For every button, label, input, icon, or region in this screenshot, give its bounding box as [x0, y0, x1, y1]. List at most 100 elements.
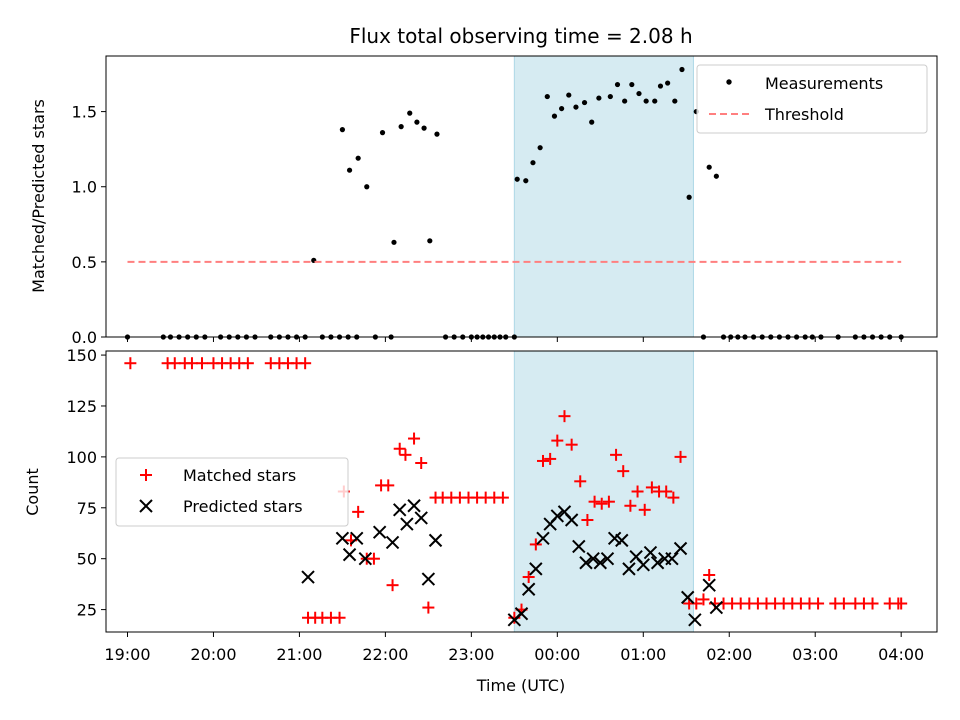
x-stroke-b — [301, 570, 315, 584]
predicted-star-point — [400, 517, 414, 531]
matched-star-point — [690, 597, 703, 610]
x-stroke-b — [673, 541, 688, 556]
x-stroke-b — [680, 590, 695, 605]
top-y-axis-label: Matched/Predicted stars — [29, 99, 48, 293]
legend-measurements-marker — [726, 79, 732, 85]
x-stroke-b — [335, 531, 350, 546]
matched-star-point — [168, 357, 181, 370]
measurement-point — [589, 119, 595, 125]
predicted-star-point — [342, 547, 357, 562]
x-stroke-b — [615, 533, 629, 548]
matched-star-point — [660, 485, 673, 498]
matched-star-point — [602, 495, 615, 508]
predicted-star-point — [350, 531, 364, 546]
matched-star-point — [399, 448, 412, 461]
x-stroke-b — [622, 562, 636, 576]
legend-threshold-label: Threshold — [764, 105, 844, 124]
measurement-point — [636, 90, 642, 97]
predicted-star-point — [372, 525, 387, 539]
legend-matched-label: Matched stars — [183, 466, 296, 485]
chart-title: Flux total observing time = 2.08 h — [349, 24, 692, 48]
matched-star-point — [565, 438, 578, 451]
predicted-star-point — [414, 511, 428, 525]
matched-star-point — [382, 479, 395, 492]
measurement-point — [596, 95, 602, 101]
measurement-point — [407, 110, 413, 116]
x-stroke-b — [550, 509, 565, 523]
predicted-star-point — [680, 590, 695, 605]
measurement-point — [427, 238, 433, 244]
matched-star-point — [667, 491, 680, 504]
x-stroke-b — [593, 556, 608, 570]
measurement-point — [706, 164, 712, 170]
matched-star-point — [895, 597, 908, 610]
bottom-panel-frame — [105, 350, 938, 633]
measurement-point — [607, 93, 613, 100]
legend-measurements-label: Measurements — [765, 74, 883, 93]
observing-window-span — [513, 55, 694, 338]
predicted-star-point — [665, 551, 679, 566]
bottom-legend: Matched stars Predicted stars — [115, 457, 349, 527]
matched-star-point — [367, 552, 380, 565]
x-axis-label: Time (UTC) — [476, 676, 565, 695]
measurement-point — [421, 125, 427, 131]
measurement-point — [614, 81, 621, 88]
predicted-star-point — [622, 562, 636, 576]
matched-star-point — [588, 495, 601, 508]
measurement-point — [573, 104, 579, 110]
measurement-point — [391, 239, 397, 245]
measurement-point — [355, 155, 361, 161]
matched-star-point — [837, 597, 850, 610]
predicted-star-point — [428, 533, 443, 548]
x-stroke-b — [358, 551, 373, 566]
measurement-point — [679, 66, 685, 73]
predicted-star-point — [301, 570, 315, 584]
matched-star-point — [544, 452, 557, 465]
x-stroke-b — [607, 531, 622, 546]
predicted-star-point — [536, 531, 550, 546]
x-tick-label: 03:00 — [792, 645, 838, 664]
x-tick-label: 02:00 — [706, 645, 752, 664]
measurement-point — [559, 105, 565, 112]
y-tick-label: 1.5 — [72, 103, 97, 122]
matched-star-point — [352, 505, 365, 518]
predicted-star-point — [673, 541, 688, 556]
measurement-point — [398, 124, 404, 130]
measurement-point — [622, 98, 628, 104]
x-stroke-b — [372, 525, 387, 539]
matched-star-point — [496, 491, 509, 504]
x-stroke-b — [557, 505, 572, 519]
matched-star-point — [617, 465, 630, 478]
legend-predicted-label: Predicted stars — [183, 497, 303, 516]
bottom-y-axis-label: Count — [23, 468, 42, 516]
measurement-point — [686, 194, 692, 200]
predicted-star-point — [615, 533, 629, 548]
measurement-point — [652, 98, 658, 104]
x-tick-label: 20:00 — [190, 645, 236, 664]
measurement-point — [523, 178, 529, 184]
measurement-point — [434, 131, 440, 137]
matched-star-point — [703, 568, 716, 581]
x-stroke-b — [342, 547, 357, 562]
measurement-point — [643, 98, 649, 104]
measurement-point — [379, 130, 386, 136]
measurement-point — [672, 98, 678, 104]
predicted-star-point — [600, 551, 615, 566]
matched-star-point — [415, 456, 428, 469]
y-tick-label: 100 — [66, 448, 97, 467]
predicted-star-point — [358, 551, 373, 566]
predicted-star-point — [636, 558, 650, 572]
y-tick-label: 25 — [77, 601, 97, 620]
matched-star-point — [866, 597, 879, 610]
x-tick-label: 19:00 — [104, 645, 150, 664]
predicted-star-point — [586, 551, 600, 566]
matched-star-point — [574, 475, 587, 488]
predicted-star-point — [521, 582, 536, 596]
top-legend: Measurements Threshold — [696, 64, 928, 134]
measurement-point — [629, 81, 635, 88]
measurement-point — [581, 99, 588, 106]
matched-star-point — [393, 442, 406, 455]
top-panel: 0.0 0.5 1.0 1.5 Flux total observing time =… — [29, 24, 938, 347]
measurement-point — [414, 119, 420, 125]
x-tick-label: 21:00 — [276, 645, 322, 664]
